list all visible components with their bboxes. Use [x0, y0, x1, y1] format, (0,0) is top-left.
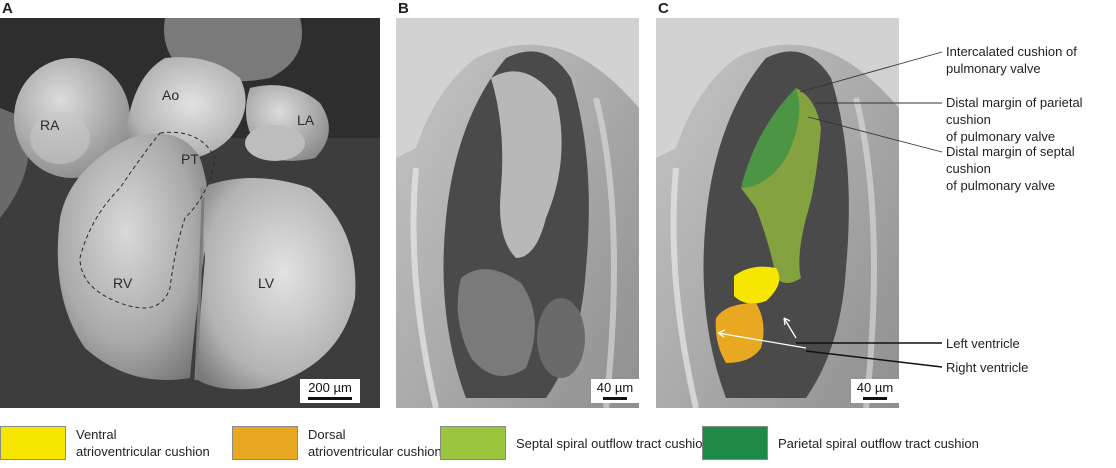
label-pt: PT [181, 151, 199, 167]
heart-exterior-sem [0, 18, 380, 408]
legend-swatch-septal [440, 426, 506, 460]
scale-bar-b: 40 µm [591, 379, 639, 403]
legend-swatch-ventral [0, 426, 66, 460]
label-ra: RA [40, 117, 60, 133]
scale-bar-c: 40 µm [851, 379, 899, 403]
panel-c-label: C [658, 0, 669, 17]
callout-intercalated-cushion: Intercalated cushion of pulmonary valve [946, 44, 1077, 76]
outflow-tract-sem [396, 18, 639, 408]
legend-item-septal-cushion: Septal spiral outflow tract cushion [440, 426, 710, 460]
scale-bar-c-label: 40 µm [856, 380, 894, 395]
panel-c-image [656, 18, 899, 408]
scale-bar-b-label: 40 µm [596, 380, 634, 395]
panel-b-label: B [398, 0, 409, 17]
legend-swatch-parietal [702, 426, 768, 460]
legend-label-septal: Septal spiral outflow tract cushion [516, 435, 710, 451]
label-la: LA [297, 112, 315, 128]
callout-left-ventricle: Left ventricle [946, 336, 1020, 351]
ventral-cushion-region [734, 266, 780, 304]
scale-bar-a: 200 µm [300, 379, 360, 403]
panel-a-image [0, 18, 380, 408]
legend-label-ventral: Ventral atrioventricular cushion [76, 427, 210, 459]
panel-a-label: A [2, 0, 13, 17]
panel-b-image [396, 18, 639, 408]
legend-item-dorsal-cushion: Dorsal atrioventricular cushion [232, 426, 442, 460]
scale-bar-a-label: 200 µm [308, 380, 352, 395]
legend-swatch-dorsal [232, 426, 298, 460]
legend-label-parietal: Parietal spiral outflow tract cushion [778, 435, 979, 451]
outflow-tract-colored-sem [656, 18, 899, 408]
label-ao: Ao [162, 87, 180, 103]
callout-right-ventricle: Right ventricle [946, 360, 1029, 375]
legend-label-dorsal: Dorsal atrioventricular cushion [308, 427, 442, 459]
label-lv: LV [258, 275, 275, 291]
callout-septal-margin: Distal margin of septal cushion of pulmo… [946, 144, 1075, 193]
callout-parietal-margin: Distal margin of parietal cushion of pul… [946, 95, 1083, 144]
parietal-cushion-region [741, 88, 800, 188]
legend-item-ventral-cushion: Ventral atrioventricular cushion [0, 426, 210, 460]
legend-item-parietal-cushion: Parietal spiral outflow tract cushion [702, 426, 979, 460]
dorsal-cushion-region [715, 303, 764, 363]
label-rv: RV [113, 275, 133, 291]
